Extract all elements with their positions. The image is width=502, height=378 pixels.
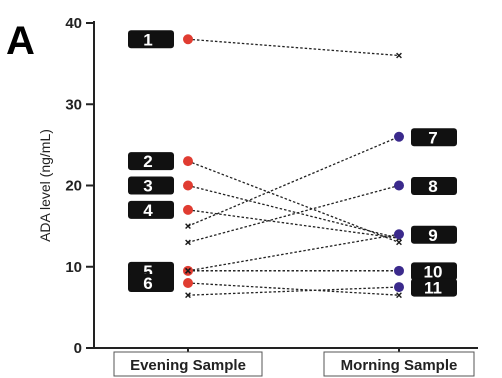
series-label: 6 xyxy=(143,274,152,293)
y-tick-label: 0 xyxy=(74,340,82,357)
evening-point xyxy=(183,34,193,45)
morning-point xyxy=(394,265,404,276)
x-marker xyxy=(396,292,402,299)
y-tick-label: 30 xyxy=(65,96,82,113)
category-box xyxy=(113,351,263,377)
series-line xyxy=(187,38,400,57)
series-line xyxy=(187,160,400,243)
series-label-box xyxy=(128,200,174,219)
series-label-box xyxy=(128,152,174,171)
x-marker xyxy=(185,292,191,299)
series-label: 2 xyxy=(143,152,152,171)
y-tick-label: 20 xyxy=(65,178,82,195)
morning-point xyxy=(394,131,404,142)
series-label: 3 xyxy=(143,177,152,196)
series-label-box xyxy=(128,176,174,195)
category-label: Evening Sample xyxy=(130,357,246,374)
series-line xyxy=(187,184,400,239)
series-label: 9 xyxy=(428,226,437,245)
series-label: 1 xyxy=(143,30,152,49)
x-marker xyxy=(396,52,402,59)
series-label-box xyxy=(128,30,174,49)
series-label: 8 xyxy=(428,177,437,196)
category-label: Morning Sample xyxy=(341,357,458,374)
series-line xyxy=(187,184,400,244)
category-labels: Evening Sample Morning Sample xyxy=(113,351,475,377)
morning-point xyxy=(394,229,404,240)
x-marker xyxy=(185,267,191,274)
series-line xyxy=(187,209,400,239)
series-line xyxy=(187,286,400,296)
series-label-box xyxy=(411,278,457,297)
series-label-box xyxy=(411,177,457,195)
series-label: 10 xyxy=(424,262,443,281)
series-line xyxy=(187,282,400,296)
x-marker xyxy=(185,223,191,230)
category-box xyxy=(323,351,475,377)
evening-point xyxy=(183,156,193,167)
y-tick-label: 40 xyxy=(65,15,82,32)
series-label: 5 xyxy=(143,262,152,281)
morning-point xyxy=(394,180,404,191)
evening-point xyxy=(183,204,193,215)
series-label: 4 xyxy=(143,201,153,220)
axes: 0 10 20 30 40 ADA level (ng/mL) xyxy=(37,15,478,357)
series-label: 7 xyxy=(428,128,437,147)
series-label-box xyxy=(411,225,457,244)
series-label-box xyxy=(411,128,457,147)
series-label-box xyxy=(411,262,457,281)
y-axis-label: ADA level (ng/mL) xyxy=(37,129,53,242)
x-marker xyxy=(185,239,191,246)
series-line xyxy=(187,136,400,227)
series-line xyxy=(187,233,400,272)
series-label-box xyxy=(128,274,174,292)
series-lines xyxy=(187,38,400,296)
evening-point xyxy=(183,180,193,191)
series-markers xyxy=(183,34,404,299)
y-tick-label: 10 xyxy=(65,259,82,276)
evening-point xyxy=(183,278,193,288)
panel-letter: A xyxy=(6,19,35,63)
morning-point xyxy=(394,282,404,293)
series-label: 11 xyxy=(424,279,442,298)
